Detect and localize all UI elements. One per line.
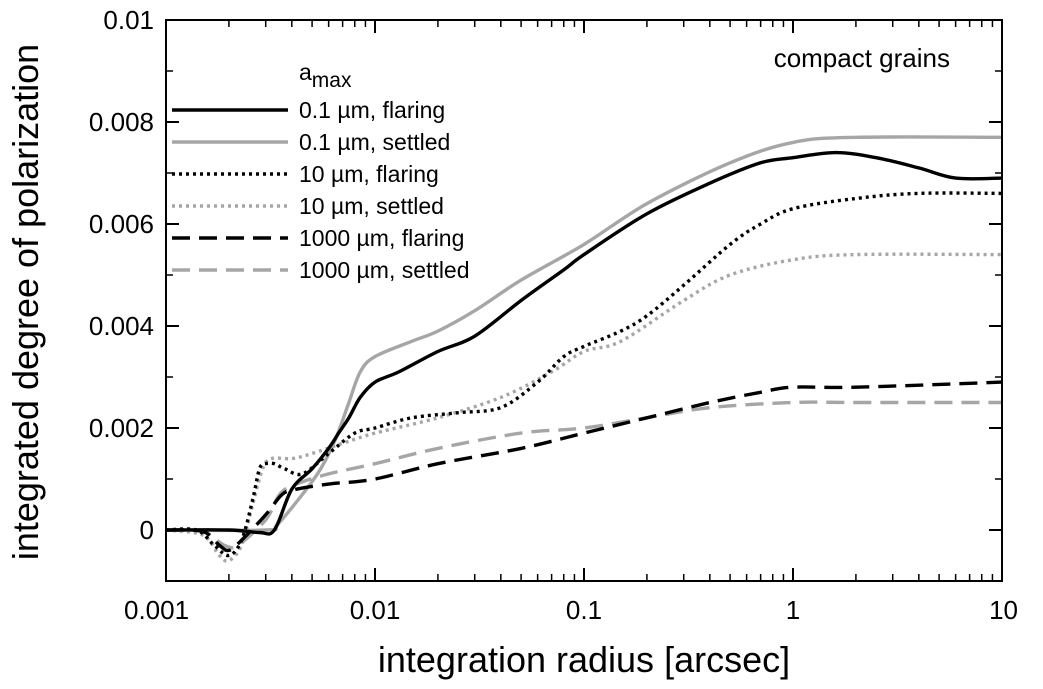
legend-label-3: 10 µm, settled: [299, 193, 444, 219]
legend-title-base: a: [299, 59, 312, 85]
y-tick-label: 0.008: [89, 107, 154, 137]
x-tick-label: 1: [786, 595, 800, 625]
series-line-5: [166, 400, 1002, 550]
series-layer: [166, 135, 1002, 563]
plot-frame: [165, 19, 1003, 582]
legend-title-sub: max: [312, 69, 352, 92]
series-line-2: [166, 191, 1002, 558]
legend-label-2: 10 µm, flaring: [299, 161, 439, 187]
x-tick-label: 0.1: [566, 595, 602, 625]
x-tick-label: 0.01: [350, 595, 401, 625]
x-tick-label: 0.001: [124, 595, 189, 625]
legend-label-4: 1000 µm, flaring: [299, 225, 464, 251]
y-tick-label: 0: [140, 515, 154, 545]
y-tick-label: 0.01: [103, 5, 154, 35]
legend-label-0: 0.1 µm, flaring: [299, 97, 445, 123]
legend-label-1: 0.1 µm, settled: [299, 129, 450, 155]
x-tick-label: 10: [989, 595, 1018, 625]
y-tick-label: 0.002: [89, 413, 154, 443]
legend-title: amax: [299, 59, 352, 92]
y-axis-title: integrated degree of polarization: [5, 44, 46, 560]
y-axis: 0 0.002 0.004 0.006 0.008 0.01: [89, 5, 1002, 582]
y-tick-label: 0.006: [89, 209, 154, 239]
series-line-3: [166, 252, 1002, 563]
x-axis-title: integration radius [arcsec]: [378, 639, 790, 680]
annotation-compact-grains: compact grains: [774, 43, 950, 73]
y-tick-label: 0.004: [89, 311, 154, 341]
legend-label-5: 1000 µm, settled: [299, 257, 470, 283]
series-line-4: [166, 380, 1002, 553]
series-line-0: [166, 150, 1002, 536]
series-line-1: [166, 135, 1002, 533]
legend: amax 0.1 µm, flaring 0.1 µm, settled 10 µm…: [172, 59, 470, 283]
x-axis: 0.001 0.01 0.1 1 10: [124, 20, 1018, 625]
